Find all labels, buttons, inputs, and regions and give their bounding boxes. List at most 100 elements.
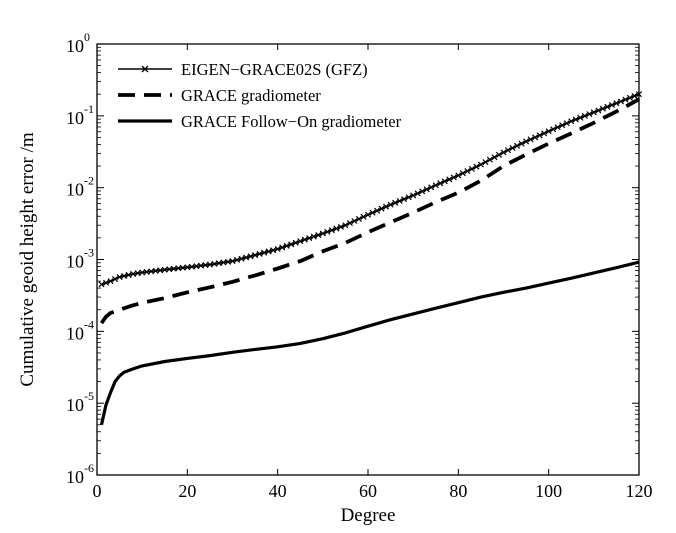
series-marker: [599, 105, 606, 112]
series-marker: [423, 186, 430, 193]
series-marker: [554, 124, 561, 131]
series-marker: [107, 278, 114, 285]
series-marker: [559, 122, 566, 129]
series-marker: [414, 190, 421, 197]
series-marker: [617, 98, 624, 105]
x-tick-label: 20: [178, 481, 196, 501]
series-marker: [215, 260, 222, 267]
y-tick-exponent: 0: [84, 30, 90, 44]
y-tick-exponent: -4: [84, 317, 94, 331]
y-tick-label: 10: [66, 108, 84, 128]
series-marker: [441, 178, 448, 185]
series-marker: [459, 170, 466, 177]
series-marker: [256, 250, 263, 257]
series-marker: [545, 128, 552, 135]
series-line: [99, 97, 640, 325]
y-tick-label: 10: [66, 180, 84, 200]
series-marker: [518, 140, 525, 147]
series-marker: [514, 142, 521, 149]
series-marker: [279, 244, 286, 251]
series-marker: [491, 154, 498, 161]
series-marker: [446, 176, 453, 183]
legend: EIGEN−GRACE02S (GFZ) GRACE gradiometer GRA…: [118, 60, 402, 131]
series-marker: [383, 203, 390, 210]
series-marker: [572, 116, 579, 123]
series-marker: [532, 134, 539, 141]
series-marker: [315, 232, 322, 239]
series-marker: [586, 111, 593, 118]
series-marker: [211, 260, 218, 267]
series-marker: [590, 109, 597, 116]
series-marker: [468, 165, 475, 172]
series-marker: [473, 163, 480, 170]
series-marker: [509, 144, 516, 152]
series-marker: [306, 235, 313, 242]
x-tick-label: 120: [626, 481, 653, 501]
series-marker: [134, 270, 141, 277]
y-tick-exponent: -3: [84, 246, 94, 260]
series-marker: [125, 271, 132, 278]
series-marker: [103, 279, 110, 286]
x-tick-label: 0: [93, 481, 102, 501]
series-marker: [396, 197, 403, 204]
series-marker: [387, 201, 394, 208]
series-marker: [355, 215, 362, 222]
series-marker: [608, 101, 615, 109]
series-marker: [310, 233, 317, 240]
series-marker: [252, 252, 259, 259]
series-marker: [419, 188, 426, 195]
y-tick-exponent: -2: [84, 174, 94, 188]
series-marker: [374, 207, 381, 214]
legend-marker: [141, 65, 149, 73]
y-tick-exponent: -1: [84, 102, 94, 116]
series-marker: [243, 254, 250, 261]
series-marker: [486, 156, 493, 163]
series-marker: [297, 238, 304, 245]
series-marker: [432, 182, 439, 189]
series-marker: [229, 258, 236, 265]
y-tick-label: 10: [66, 36, 84, 56]
x-axis-ticks: 0 20 40 60 80 100 120: [93, 44, 653, 501]
series-marker: [206, 261, 213, 268]
series-marker: [464, 168, 471, 175]
y-tick-label: 10: [66, 323, 84, 343]
series-marker: [563, 120, 570, 127]
series-marker: [450, 174, 457, 181]
series-marker: [577, 114, 584, 121]
series-marker: [604, 103, 611, 110]
series-marker: [288, 241, 295, 248]
series-marker: [595, 107, 602, 114]
series-marker: [220, 259, 227, 266]
x-tick-label: 80: [449, 481, 467, 501]
series-marker: [121, 272, 128, 280]
series-marker: [455, 172, 462, 179]
series-marker: [247, 253, 254, 260]
series-marker: [626, 94, 633, 101]
series-line: [99, 260, 640, 426]
series-marker: [622, 96, 629, 103]
series-marker: [581, 112, 588, 119]
x-tick-label: 60: [359, 481, 377, 501]
y-tick-label: 10: [66, 252, 84, 272]
series-marker: [283, 242, 290, 249]
series-marker: [428, 184, 435, 191]
series-marker: [324, 228, 331, 235]
series-marker: [541, 130, 548, 137]
series-marker: [536, 132, 543, 139]
series-marker: [224, 258, 232, 265]
series-marker: [500, 149, 507, 156]
y-tick-label: 10: [66, 467, 84, 487]
series-marker: [351, 218, 358, 225]
y-tick-label: 10: [66, 395, 84, 415]
series-marker: [527, 136, 534, 143]
legend-label: EIGEN−GRACE02S (GFZ): [181, 60, 368, 79]
series-marker: [378, 205, 385, 212]
plot-frame: [96, 43, 640, 476]
series-marker: [328, 227, 335, 234]
series-marker: [319, 230, 326, 237]
x-axis-label: Degree: [341, 505, 396, 526]
series-marker: [233, 256, 241, 263]
series-marker: [346, 220, 353, 227]
x-tick-label: 40: [269, 481, 287, 501]
series-marker: [495, 151, 503, 158]
